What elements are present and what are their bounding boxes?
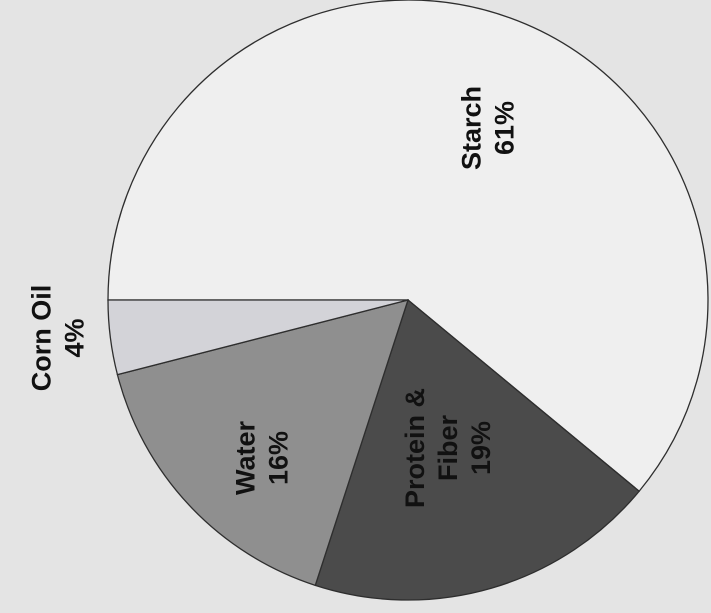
pie-slices (107, 0, 709, 601)
slice-label-line: 61% (490, 101, 520, 155)
slice-label-protein: Protein & Fiber 19% (400, 388, 496, 508)
pie-slice-water (116, 299, 409, 587)
slice-label-line: Fiber (433, 415, 463, 482)
slice-labels: Starch 61% Protein & Fiber 19% Water 16% Corn O… (27, 86, 520, 508)
slice-label-starch: Starch 61% (457, 86, 520, 170)
slice-label-line: 16% (264, 431, 294, 485)
slice-label-corn-oil: Corn Oil 4% (27, 285, 90, 392)
pie-slice-starch (107, 0, 709, 493)
slice-label-line: 4% (60, 318, 90, 357)
slice-label-line: Protein & (400, 388, 430, 508)
slice-label-water: Water 16% (231, 421, 294, 496)
slice-label-line: Starch (457, 86, 487, 170)
pie-slice-protein (314, 298, 641, 601)
slice-label-line: Corn Oil (27, 285, 57, 392)
slice-label-line: 19% (466, 421, 496, 475)
slice-label-line: Water (231, 421, 261, 496)
pie-slice-corn-oil (107, 299, 409, 376)
